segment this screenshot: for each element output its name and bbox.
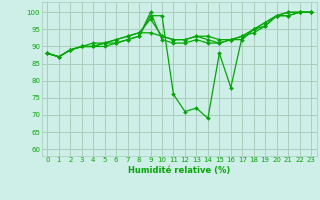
X-axis label: Humidité relative (%): Humidité relative (%) — [128, 166, 230, 175]
